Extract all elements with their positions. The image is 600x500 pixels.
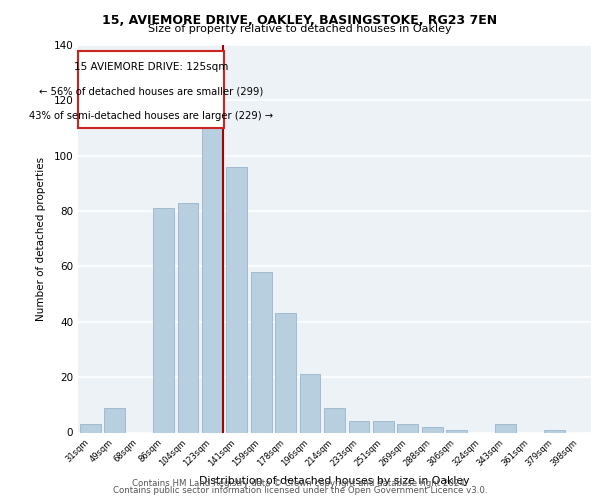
Bar: [202, 114, 223, 432]
Bar: [80, 424, 101, 432]
Bar: [251, 272, 272, 432]
Text: ← 56% of detached houses are smaller (299): ← 56% of detached houses are smaller (29…: [39, 86, 263, 97]
Bar: [104, 408, 125, 432]
Text: 15 AVIEMORE DRIVE: 125sqm: 15 AVIEMORE DRIVE: 125sqm: [74, 62, 228, 72]
Bar: [178, 203, 199, 432]
Text: 43% of semi-detached houses are larger (229) →: 43% of semi-detached houses are larger (…: [29, 112, 273, 122]
Text: 15, AVIEMORE DRIVE, OAKLEY, BASINGSTOKE, RG23 7EN: 15, AVIEMORE DRIVE, OAKLEY, BASINGSTOKE,…: [103, 14, 497, 27]
Bar: [495, 424, 516, 432]
Text: Contains public sector information licensed under the Open Government Licence v3: Contains public sector information licen…: [113, 486, 487, 495]
Bar: [275, 314, 296, 432]
Bar: [324, 408, 345, 432]
Bar: [153, 208, 174, 432]
X-axis label: Distribution of detached houses by size in Oakley: Distribution of detached houses by size …: [199, 476, 470, 486]
Text: Contains HM Land Registry data © Crown copyright and database right 2024.: Contains HM Land Registry data © Crown c…: [132, 478, 468, 488]
Bar: [544, 430, 565, 432]
Bar: [226, 167, 247, 432]
Bar: [299, 374, 320, 432]
Bar: [349, 422, 370, 432]
Bar: [422, 427, 443, 432]
Bar: [397, 424, 418, 432]
Bar: [446, 430, 467, 432]
Bar: [373, 422, 394, 432]
Y-axis label: Number of detached properties: Number of detached properties: [37, 156, 46, 321]
Text: Size of property relative to detached houses in Oakley: Size of property relative to detached ho…: [148, 24, 452, 34]
FancyBboxPatch shape: [78, 50, 224, 128]
